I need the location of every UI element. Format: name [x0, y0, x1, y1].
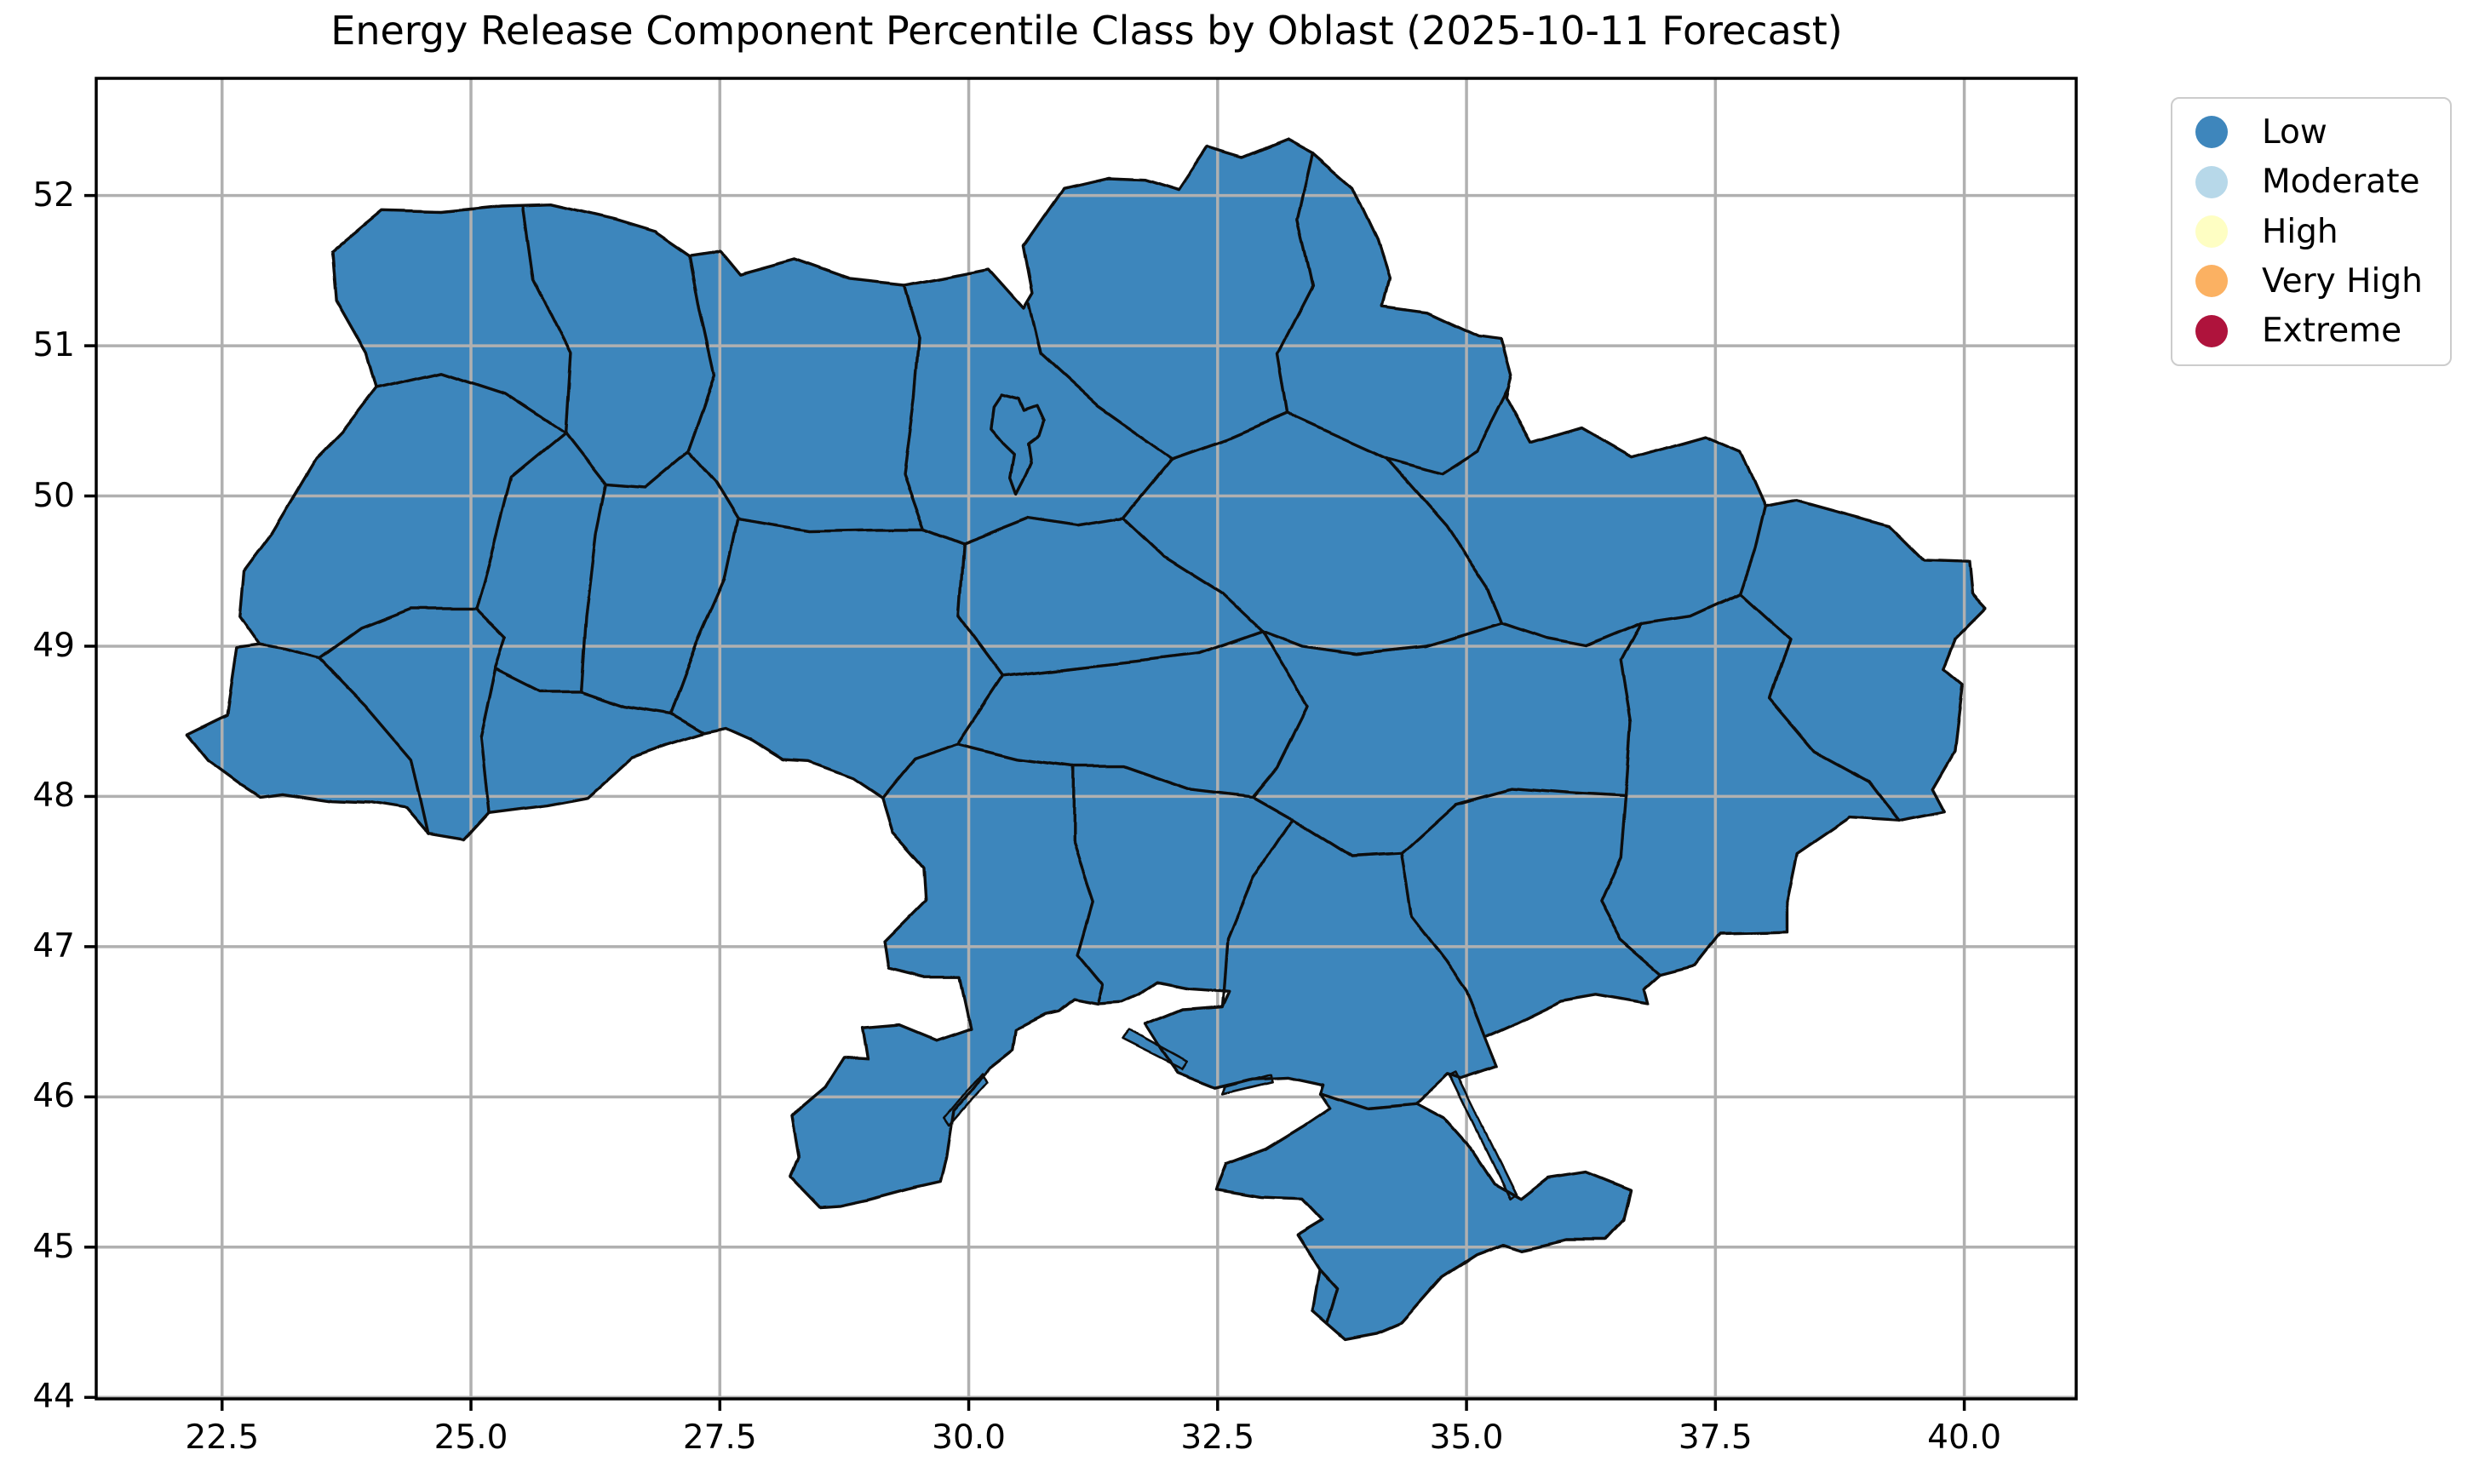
legend-label: Low: [2262, 112, 2327, 152]
oblast-border: [1290, 817, 1403, 858]
y-tick-label: 46: [32, 1077, 75, 1116]
x-tick-label: 25.0: [433, 1418, 508, 1457]
x-tick-label: 37.5: [1678, 1418, 1753, 1457]
oblast-border: [375, 371, 567, 435]
oblast-border: [1251, 629, 1309, 799]
y-tick-label: 44: [32, 1378, 75, 1417]
oblast-border: [1738, 592, 1902, 822]
oblast-border: [1122, 517, 1265, 633]
oblast-border: [962, 517, 1125, 546]
oblast-border: [1317, 1268, 1339, 1324]
oblast-border: [686, 254, 717, 453]
oblast-border: [957, 742, 1075, 768]
oblast-border: [521, 206, 572, 435]
grid-layer: [96, 78, 2076, 1399]
kyiv-city-border: [989, 392, 1045, 496]
oblast-border: [1001, 629, 1265, 678]
oblast-border: [318, 607, 478, 660]
oblast-border: [1639, 592, 1742, 626]
y-tick-label: 48: [32, 776, 75, 816]
oblast-border: [1500, 622, 1643, 648]
legend-label: Extreme: [2262, 312, 2402, 351]
oblast-border: [1221, 817, 1294, 1007]
oblast-border: [1071, 765, 1254, 799]
oblast-border: [1599, 794, 1662, 976]
y-tick-label: 49: [32, 626, 75, 665]
x-tick-label: 35.0: [1429, 1418, 1504, 1457]
oblast-border: [1251, 794, 1294, 821]
oblast-border: [1027, 302, 1174, 461]
oblast-border: [1619, 622, 1643, 799]
oblast-border: [669, 712, 706, 735]
plot-frame: [95, 77, 2078, 1401]
y-tick-label: 47: [32, 926, 75, 965]
oblast-border-layer: [186, 138, 1988, 1341]
y-tick-label: 50: [32, 476, 75, 515]
oblast-border: [902, 284, 926, 531]
oblast-border: [1385, 386, 1510, 475]
x-tick-label: 22.5: [185, 1418, 260, 1457]
oblast-border: [881, 742, 961, 799]
legend-marker-extreme-icon: [2195, 314, 2228, 347]
oblast-border: [1071, 765, 1105, 1006]
x-tick-label: 32.5: [1180, 1418, 1255, 1457]
ukraine-landmass-fill: [186, 140, 1987, 1339]
oblast-border: [1385, 456, 1503, 626]
axis-ticks: [84, 193, 1966, 1411]
legend-item-high: High: [2172, 207, 2450, 256]
oblast-border: [957, 674, 1006, 746]
oblast-border: [957, 542, 1006, 678]
oblast-border: [318, 656, 430, 836]
oblast-border: [479, 667, 497, 815]
oblast-border: [474, 607, 508, 671]
coastal-spit-border: [1122, 1029, 1189, 1071]
oblast-border: [1400, 851, 1486, 1039]
oblast-border: [686, 449, 739, 520]
y-tick-label: 51: [32, 326, 75, 365]
coastal-spit-border: [1449, 1071, 1518, 1200]
oblast-border: [494, 667, 582, 693]
oblast-border: [1285, 411, 1389, 461]
legend-marker-moderate-icon: [2195, 165, 2228, 198]
oblast-border: [1276, 152, 1314, 415]
legend-label: High: [2262, 212, 2338, 251]
ukraine-outer-border: [186, 138, 1988, 1341]
legend-item-very-high: Very High: [2172, 256, 2450, 306]
oblast-border: [1171, 411, 1289, 461]
coastal-spit-fill: [1122, 1030, 1188, 1070]
legend-label: Very High: [2262, 261, 2423, 301]
oblast-border: [669, 517, 739, 716]
legend-marker-high-icon: [2195, 215, 2228, 249]
legend-marker-very-high-icon: [2195, 265, 2228, 298]
oblast-border: [564, 431, 690, 489]
oblast-border: [474, 431, 567, 610]
oblast-border: [1400, 787, 1627, 856]
oblast-border: [578, 690, 672, 716]
chart-title: Energy Release Component Percentile Clas…: [330, 8, 1843, 54]
x-tick-label: 30.0: [932, 1418, 1006, 1457]
oblast-border: [1260, 622, 1503, 656]
oblast-border: [1317, 1092, 1419, 1111]
oblast-border: [1122, 456, 1174, 520]
legend-item-low: Low: [2172, 107, 2450, 157]
x-tick-label: 40.0: [1927, 1418, 2002, 1457]
y-tick-label: 52: [32, 175, 75, 215]
coastal-spit-border: [1221, 1073, 1274, 1096]
oblast-border: [578, 482, 607, 693]
x-tick-label: 27.5: [682, 1418, 757, 1457]
legend-marker-low-icon: [2195, 116, 2228, 149]
oblast-border: [1738, 505, 1767, 595]
legend-item-moderate: Moderate: [2172, 157, 2450, 206]
y-tick-label: 45: [32, 1227, 75, 1266]
oblast-border: [258, 643, 321, 660]
oblast-border: [736, 517, 926, 532]
legend-item-extreme: Extreme: [2172, 307, 2450, 356]
legend-box: Low Moderate High Very High Extreme: [2171, 97, 2452, 366]
coastal-spit-border: [943, 1071, 990, 1128]
legend-label: Moderate: [2262, 163, 2420, 202]
oblast-border: [922, 527, 966, 546]
